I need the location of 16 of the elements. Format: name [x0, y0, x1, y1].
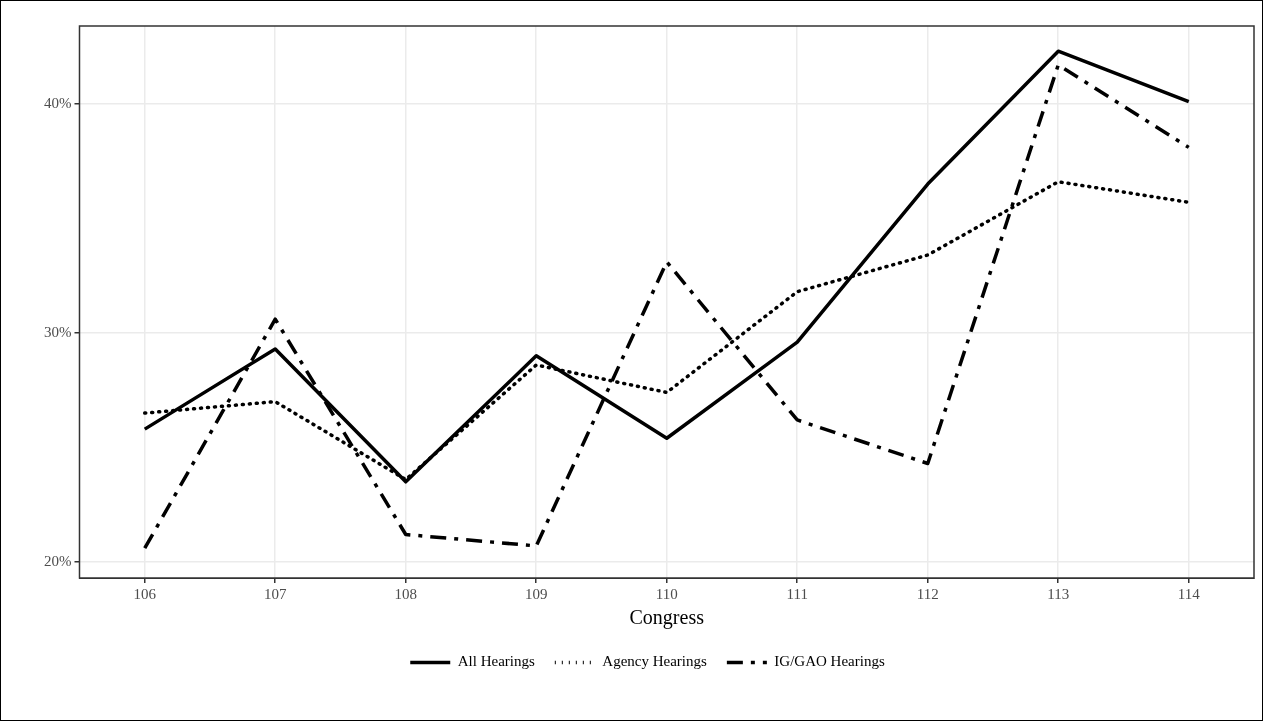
- y-tick-label: 40%: [44, 94, 72, 111]
- legend-label: Agency Hearings: [602, 653, 708, 670]
- x-tick-label: 111: [786, 585, 808, 602]
- y-tick-label: 30%: [44, 323, 72, 340]
- legend-label: All Hearings: [457, 653, 535, 670]
- x-tick-label: 110: [655, 585, 678, 602]
- y-tick-label: 20%: [44, 552, 72, 569]
- x-tick-label: 106: [133, 585, 157, 602]
- x-tick-label: 107: [264, 585, 287, 602]
- x-tick-label: 112: [916, 585, 939, 602]
- x-tick-label: 114: [1177, 585, 1201, 602]
- x-axis-title: Congress: [629, 606, 705, 630]
- legend-label: IG/GAO Hearings: [774, 653, 885, 670]
- x-tick-label: 108: [394, 585, 417, 602]
- x-tick-label: 113: [1047, 585, 1070, 602]
- x-tick-label: 109: [525, 585, 548, 602]
